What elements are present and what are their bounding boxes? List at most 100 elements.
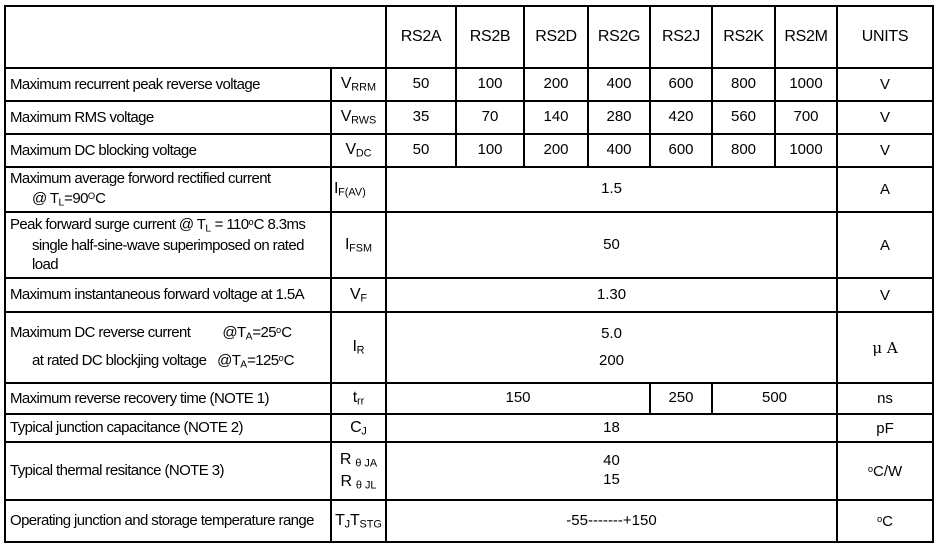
- value-text: 600: [668, 141, 694, 159]
- unit-cell-vrws: V: [836, 100, 934, 135]
- value-cell-vrrm-1: 100: [455, 67, 525, 102]
- param-label-line: Maximum DC reverse current @TA=25oC: [10, 324, 292, 343]
- param-label-rth: Typical thermal resitance (NOTE 3): [4, 441, 332, 501]
- value-cell-vdc-1: 100: [455, 133, 525, 168]
- param-symbol-vdc: VDC: [330, 133, 387, 168]
- value-cell-vf-0: 1.30: [385, 277, 838, 313]
- value-text: 1000: [789, 75, 823, 93]
- param-symbol-vrws: VRWS: [330, 100, 387, 135]
- value-text: 18: [603, 418, 620, 436]
- value-text: 50: [603, 235, 620, 253]
- value-text: 200: [543, 75, 569, 93]
- value-text: 100: [477, 141, 503, 159]
- value-text: 35: [412, 108, 430, 126]
- datasheet-ratings-section: RS2A RS2B RS2D RS2G RS2J RS2K RS2M UNITS Maximu…: [4, 5, 934, 543]
- value-cell-vrws-1: 70: [455, 100, 525, 135]
- header-model-rs2a: RS2A: [385, 5, 457, 69]
- param-symbol-ifav: IF(AV): [330, 166, 387, 213]
- param-symbol-vf: VF: [330, 277, 387, 313]
- symbol-line: trr: [352, 389, 365, 409]
- value-text: 150: [505, 389, 531, 407]
- param-label-vrrm: Maximum recurrent peak reverse voltage: [4, 67, 332, 102]
- table-row-ifsm: Peak forward surge current @ TL = 110oC …: [4, 211, 934, 279]
- param-label-line: Typical thermal resitance (NOTE 3): [10, 462, 224, 480]
- param-label-vf: Maximum instantaneous forward voltage at…: [4, 277, 332, 313]
- symbol-line: VRWS: [340, 108, 377, 128]
- value-cell-vrrm-4: 600: [649, 67, 713, 102]
- param-label-ifav: Maximum average forword rectified curren…: [4, 166, 332, 213]
- param-label-line: Maximum instantaneous forward voltage at…: [10, 286, 305, 304]
- table-row-vf: Maximum instantaneous forward voltage at…: [4, 277, 934, 313]
- value-cell-vrrm-6: 1000: [774, 67, 838, 102]
- value-text: 200: [598, 351, 625, 369]
- table-row-trr: Maximum reverse recovery time (NOTE 1) tr…: [4, 382, 934, 415]
- param-label-ifsm: Peak forward surge current @ TL = 110oC …: [4, 211, 332, 279]
- table-row-vdc: Maximum DC blocking voltage VDC 50 100 200 40…: [4, 133, 934, 168]
- value-cell-trr-1: 250: [649, 382, 713, 415]
- symbol-line: R θ JL: [340, 473, 377, 492]
- value-cell-rth-0: 40 15: [385, 441, 838, 501]
- table-row-cj: Typical junction capacitance (NOTE 2) CJ 1…: [4, 413, 934, 443]
- value-text: 5.0: [601, 324, 622, 342]
- table-row-vrws: Maximum RMS voltage VRWS 35 70 140 280 420 560 7…: [4, 100, 934, 135]
- header-model-rs2b: RS2B: [455, 5, 525, 69]
- unit-cell-ifav: A: [836, 166, 934, 213]
- value-cell-vrws-3: 280: [587, 100, 651, 135]
- header-model-rs2j: RS2J: [649, 5, 713, 69]
- value-text: 500: [761, 389, 788, 407]
- symbol-line: IF(AV): [334, 180, 366, 200]
- value-cell-vdc-2: 200: [523, 133, 589, 168]
- value-cell-trr-0: 150: [385, 382, 651, 415]
- value-text: 15: [603, 471, 620, 488]
- value-text: 40: [603, 452, 620, 470]
- value-cell-vrws-4: 420: [649, 100, 713, 135]
- table-row-rth: Typical thermal resitance (NOTE 3) R θ JA…: [4, 441, 934, 501]
- value-text: -55-------+150: [566, 511, 657, 529]
- param-label-tjstg: Operating junction and storage temperatu…: [4, 499, 332, 543]
- param-label-cj: Typical junction capacitance (NOTE 2): [4, 413, 332, 443]
- value-text: 280: [606, 108, 632, 126]
- value-text: 700: [793, 108, 819, 126]
- param-label-line: load: [32, 256, 59, 274]
- value-text: 50: [412, 141, 430, 159]
- param-label-line: Typical junction capacitance (NOTE 2): [10, 419, 244, 437]
- value-text: 50: [412, 75, 430, 93]
- value-text: 250: [668, 389, 694, 407]
- value-cell-vdc-0: 50: [385, 133, 457, 168]
- param-label-ir: Maximum DC reverse current @TA=25oC at ra…: [4, 311, 332, 384]
- value-cell-vdc-6: 1000: [774, 133, 838, 168]
- value-cell-vrws-2: 140: [523, 100, 589, 135]
- header-units: UNITS: [836, 5, 934, 69]
- param-symbol-vrrm: VRRM: [330, 67, 387, 102]
- param-label-line: Maximum reverse recovery time (NOTE 1): [10, 389, 270, 407]
- param-label-line: at rated DC blockjing voltage @TA=125oC: [32, 352, 294, 371]
- value-cell-vrws-5: 560: [711, 100, 776, 135]
- symbol-line: VDC: [345, 141, 372, 161]
- symbol-line: VRRM: [340, 75, 377, 95]
- header-model-rs2d: RS2D: [523, 5, 589, 69]
- param-symbol-ifsm: IFSM: [330, 211, 387, 279]
- value-text: 1.5: [601, 180, 622, 198]
- unit-cell-tjstg: oC: [836, 499, 934, 543]
- value-cell-trr-2: 500: [711, 382, 838, 415]
- value-text: 400: [606, 141, 632, 159]
- value-text: 420: [668, 108, 694, 126]
- unit-cell-ir: μ A: [836, 311, 934, 384]
- value-cell-vrrm-2: 200: [523, 67, 589, 102]
- param-label-vdc: Maximum DC blocking voltage: [4, 133, 332, 168]
- value-cell-ifsm-0: 50: [385, 211, 838, 279]
- param-symbol-tjstg: TJTSTG: [330, 499, 387, 543]
- unit-cell-rth: oC/W: [836, 441, 934, 501]
- value-cell-vrrm-3: 400: [587, 67, 651, 102]
- value-text: 1.30: [596, 285, 627, 303]
- value-text: 140: [543, 108, 569, 126]
- symbol-line: IFSM: [344, 235, 373, 255]
- unit-cell-trr: ns: [836, 382, 934, 415]
- unit-cell-vdc: V: [836, 133, 934, 168]
- param-symbol-trr: trr: [330, 382, 387, 415]
- value-cell-tjstg-0: -55-------+150: [385, 499, 838, 543]
- value-cell-ir-0: 5.0 200: [385, 311, 838, 384]
- header-model-rs2m: RS2M: [774, 5, 838, 69]
- unit-cell-vrrm: V: [836, 67, 934, 102]
- param-symbol-cj: CJ: [330, 413, 387, 443]
